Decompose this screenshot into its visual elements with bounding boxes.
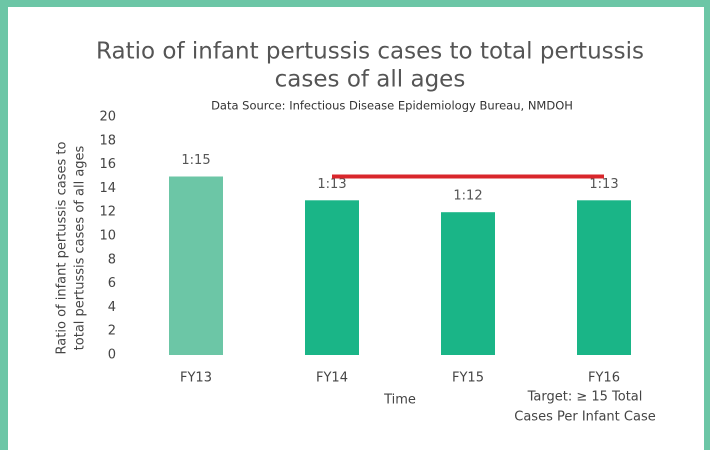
y-tick-label: 2 — [108, 324, 116, 339]
y-tick-label: 12 — [99, 205, 116, 220]
frame-right — [704, 0, 710, 450]
x-tick-label: FY14 — [316, 371, 348, 386]
y-tick-label: 18 — [99, 133, 116, 148]
x-axis-label: Time — [383, 393, 416, 408]
bar — [577, 200, 631, 355]
chart-title: Ratio of infant pertussis cases to total… — [96, 39, 644, 65]
y-tick-label: 4 — [108, 300, 116, 315]
x-tick-label: FY13 — [180, 371, 212, 386]
x-tick-label: FY16 — [588, 371, 620, 386]
y-tick-label: 6 — [108, 276, 116, 291]
value-label: 1:12 — [453, 189, 482, 204]
y-tick-label: 16 — [99, 157, 116, 172]
chart-title: cases of all ages — [275, 67, 466, 93]
y-tick-label: 20 — [99, 110, 116, 125]
y-axis-label: Ratio of infant pertussis cases to — [55, 142, 70, 355]
annotation: Target: ≥ 15 Total — [527, 390, 643, 405]
bar — [169, 176, 223, 355]
value-label: 1:13 — [317, 177, 346, 192]
chart-subtitle: Data Source: Infectious Disease Epidemio… — [211, 99, 573, 113]
annotation: Cases Per Infant Case — [514, 410, 655, 425]
y-tick-label: 10 — [99, 229, 116, 244]
value-label: 1:15 — [181, 153, 210, 168]
y-axis-label: total pertussis cases of all ages — [73, 145, 88, 350]
frame-top — [0, 0, 710, 7]
y-tick-label: 14 — [99, 181, 116, 196]
bar — [305, 200, 359, 355]
y-tick-label: 8 — [108, 252, 116, 267]
x-tick-label: FY15 — [452, 371, 484, 386]
frame-left — [0, 0, 8, 450]
value-label: 1:13 — [589, 177, 618, 192]
bar — [441, 212, 495, 355]
y-tick-label: 0 — [108, 348, 116, 363]
